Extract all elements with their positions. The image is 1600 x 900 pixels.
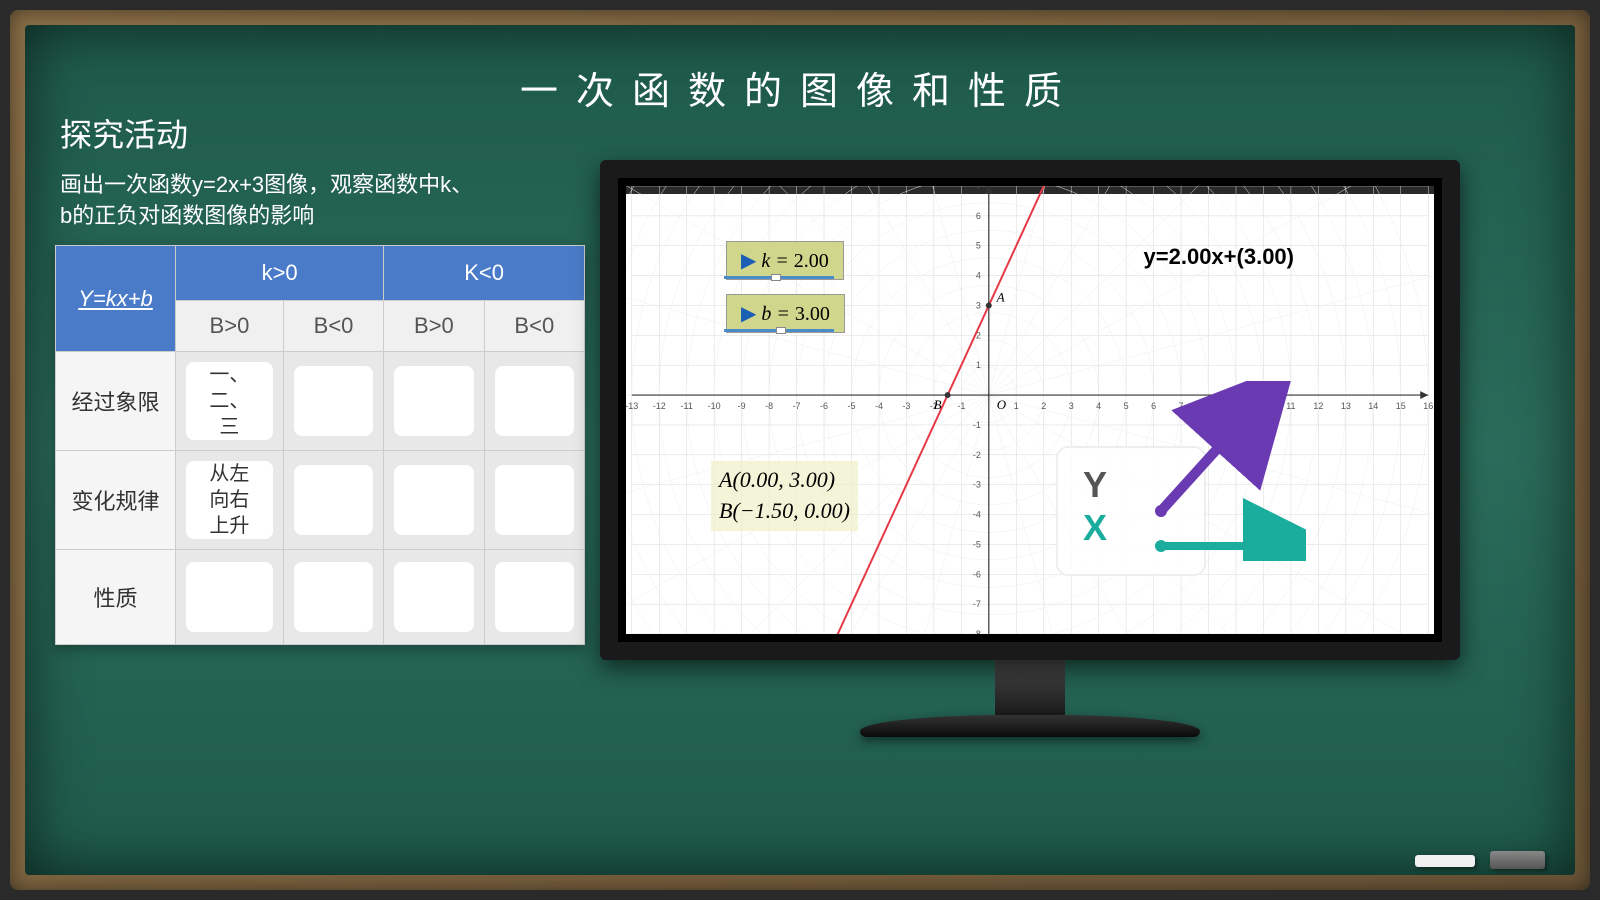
svg-text:-10: -10: [708, 401, 721, 411]
table-k-pos-header: k>0: [176, 246, 384, 301]
table-subheader: B<0: [484, 301, 584, 352]
svg-text:-3: -3: [973, 480, 981, 490]
svg-text:15: 15: [1396, 401, 1406, 411]
page-title: 一次函数的图像和性质: [520, 60, 1080, 115]
table-cell: [394, 465, 473, 535]
point-coordinates: A(0.00, 3.00) B(−1.50, 0.00): [711, 461, 858, 531]
table-subheader: B<0: [283, 301, 383, 352]
svg-text:16: 16: [1423, 401, 1433, 411]
svg-text:12: 12: [1313, 401, 1323, 411]
svg-text:-8: -8: [765, 401, 773, 411]
svg-text:2: 2: [1041, 401, 1046, 411]
svg-text:-4: -4: [875, 401, 883, 411]
table-cell: 一、 二、 三: [186, 362, 273, 440]
table-cell: 从左 向右 上升: [186, 461, 273, 539]
equation-display: y=2.00x+(3.00): [1144, 244, 1294, 270]
table-cell: [186, 562, 273, 632]
svg-text:-11: -11: [681, 401, 693, 411]
section-title: 探究活动: [60, 110, 188, 156]
instruction-text: 画出一次函数y=2x+3图像，观察函数中k、 b的正负对函数图像的影响: [60, 170, 560, 232]
svg-text:4: 4: [976, 271, 981, 281]
svg-text:5: 5: [1124, 401, 1129, 411]
table-cell: [294, 366, 373, 436]
svg-text:-5: -5: [848, 401, 856, 411]
svg-text:-12: -12: [653, 401, 666, 411]
table-row-label: 变化规律: [56, 451, 176, 550]
table-cell: [294, 562, 373, 632]
table-cell: [495, 465, 574, 535]
svg-text:3: 3: [1069, 401, 1074, 411]
table-cell: [294, 465, 373, 535]
table-formula-header: Y=kx+b: [56, 246, 176, 352]
svg-text:10: 10: [1258, 401, 1268, 411]
properties-table: Y=kx+b k>0 K<0 B>0 B<0 B>0 B<0 经过象限 一、 二…: [55, 245, 585, 645]
svg-text:-13: -13: [626, 401, 638, 411]
svg-text:-4: -4: [973, 510, 981, 520]
eraser-icon: [1490, 851, 1545, 869]
k-slider[interactable]: ▶ k = 2.00: [726, 241, 844, 280]
svg-text:O: O: [997, 397, 1007, 412]
svg-text:-8: -8: [973, 629, 981, 634]
svg-text:-1: -1: [957, 401, 965, 411]
svg-text:-5: -5: [973, 539, 981, 549]
table-cell: [495, 366, 574, 436]
svg-text:1: 1: [976, 360, 981, 370]
table-k-neg-header: K<0: [384, 246, 585, 301]
table-cell: [394, 366, 473, 436]
svg-text:6: 6: [1151, 401, 1156, 411]
table-cell: [495, 562, 574, 632]
table-cell: [394, 562, 473, 632]
svg-text:6: 6: [976, 211, 981, 221]
chalk-icon: [1415, 855, 1475, 867]
svg-text:-9: -9: [738, 401, 746, 411]
svg-text:11: 11: [1286, 401, 1295, 411]
svg-text:9: 9: [1233, 401, 1238, 411]
svg-text:7: 7: [1179, 401, 1184, 411]
svg-text:A: A: [996, 289, 1005, 304]
table-subheader: B>0: [176, 301, 284, 352]
svg-text:-6: -6: [820, 401, 828, 411]
graph-screen: -13-12-11-10-9-8-7-6-5-4-3-2-11234567891…: [626, 186, 1434, 634]
svg-text:8: 8: [1206, 401, 1211, 411]
svg-text:B: B: [934, 397, 942, 412]
svg-text:14: 14: [1368, 401, 1378, 411]
svg-text:-7: -7: [793, 401, 801, 411]
svg-text:1: 1: [1014, 401, 1019, 411]
svg-text:13: 13: [1341, 401, 1351, 411]
svg-text:3: 3: [976, 300, 981, 310]
svg-text:-7: -7: [973, 599, 981, 609]
svg-text:7: 7: [976, 186, 981, 191]
svg-text:-6: -6: [973, 569, 981, 579]
svg-text:-1: -1: [973, 420, 981, 430]
svg-text:-2: -2: [973, 450, 981, 460]
monitor: -13-12-11-10-9-8-7-6-5-4-3-2-11234567891…: [600, 160, 1460, 737]
svg-text:5: 5: [976, 241, 981, 251]
table-subheader: B>0: [384, 301, 484, 352]
table-row-label: 经过象限: [56, 352, 176, 451]
xy-legend: Y X: [1056, 446, 1206, 576]
svg-text:4: 4: [1096, 401, 1101, 411]
table-row-label: 性质: [56, 550, 176, 645]
svg-text:-3: -3: [902, 401, 910, 411]
